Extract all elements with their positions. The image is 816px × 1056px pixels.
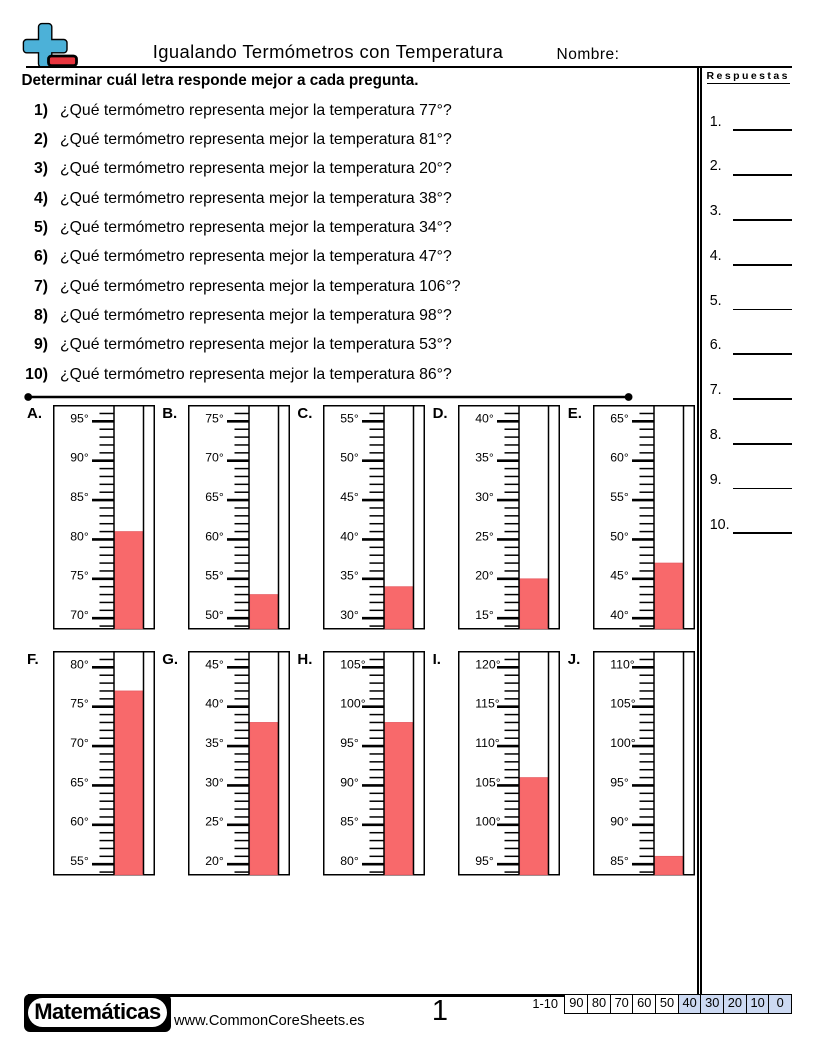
svg-text:25°: 25° xyxy=(475,529,494,543)
svg-text:45°: 45° xyxy=(340,490,359,504)
svg-text:85°: 85° xyxy=(70,490,89,504)
svg-text:30°: 30° xyxy=(340,608,359,622)
svg-text:60°: 60° xyxy=(610,451,629,465)
svg-text:105°: 105° xyxy=(475,775,501,789)
svg-text:40°: 40° xyxy=(205,697,224,711)
svg-text:90°: 90° xyxy=(70,451,89,465)
svg-text:60°: 60° xyxy=(205,529,224,543)
svg-text:75°: 75° xyxy=(205,411,224,425)
svg-text:45°: 45° xyxy=(610,569,629,583)
svg-text:25°: 25° xyxy=(205,815,224,829)
svg-text:110°: 110° xyxy=(475,736,500,750)
svg-text:30°: 30° xyxy=(205,775,224,789)
svg-text:40°: 40° xyxy=(340,529,359,543)
svg-text:95°: 95° xyxy=(70,411,89,425)
svg-text:65°: 65° xyxy=(70,775,89,789)
svg-text:70°: 70° xyxy=(70,608,89,622)
svg-text:35°: 35° xyxy=(475,451,494,465)
svg-text:120°: 120° xyxy=(475,657,501,671)
svg-text:45°: 45° xyxy=(205,657,224,671)
svg-text:55°: 55° xyxy=(340,411,359,425)
svg-text:95°: 95° xyxy=(610,775,629,789)
svg-text:55°: 55° xyxy=(205,569,224,583)
svg-text:75°: 75° xyxy=(70,697,89,711)
svg-text:65°: 65° xyxy=(610,411,629,425)
svg-text:70°: 70° xyxy=(70,736,89,750)
svg-text:20°: 20° xyxy=(205,854,224,868)
svg-text:30°: 30° xyxy=(475,490,494,504)
svg-text:100°: 100° xyxy=(340,697,366,711)
svg-text:35°: 35° xyxy=(340,569,359,583)
svg-text:50°: 50° xyxy=(340,451,359,465)
svg-text:90°: 90° xyxy=(610,815,629,829)
svg-text:50°: 50° xyxy=(205,608,224,622)
svg-text:100°: 100° xyxy=(610,736,636,750)
svg-text:40°: 40° xyxy=(610,608,629,622)
svg-text:55°: 55° xyxy=(610,490,629,504)
svg-text:95°: 95° xyxy=(340,736,359,750)
svg-text:35°: 35° xyxy=(205,736,224,750)
svg-text:100°: 100° xyxy=(475,815,501,829)
svg-text:55°: 55° xyxy=(70,854,89,868)
svg-text:95°: 95° xyxy=(475,854,494,868)
svg-text:85°: 85° xyxy=(610,854,629,868)
svg-text:20°: 20° xyxy=(475,569,494,583)
svg-text:115°: 115° xyxy=(475,697,500,711)
svg-text:15°: 15° xyxy=(475,608,494,622)
svg-text:40°: 40° xyxy=(475,411,494,425)
svg-text:50°: 50° xyxy=(610,529,629,543)
svg-text:80°: 80° xyxy=(70,657,89,671)
svg-text:105°: 105° xyxy=(340,657,366,671)
svg-text:80°: 80° xyxy=(70,529,89,543)
svg-text:80°: 80° xyxy=(340,854,359,868)
svg-text:75°: 75° xyxy=(70,569,89,583)
svg-text:110°: 110° xyxy=(610,657,635,671)
svg-text:85°: 85° xyxy=(340,815,359,829)
svg-text:65°: 65° xyxy=(205,490,224,504)
svg-text:90°: 90° xyxy=(340,775,359,789)
svg-text:70°: 70° xyxy=(205,451,224,465)
svg-text:60°: 60° xyxy=(70,815,89,829)
svg-text:105°: 105° xyxy=(610,697,636,711)
